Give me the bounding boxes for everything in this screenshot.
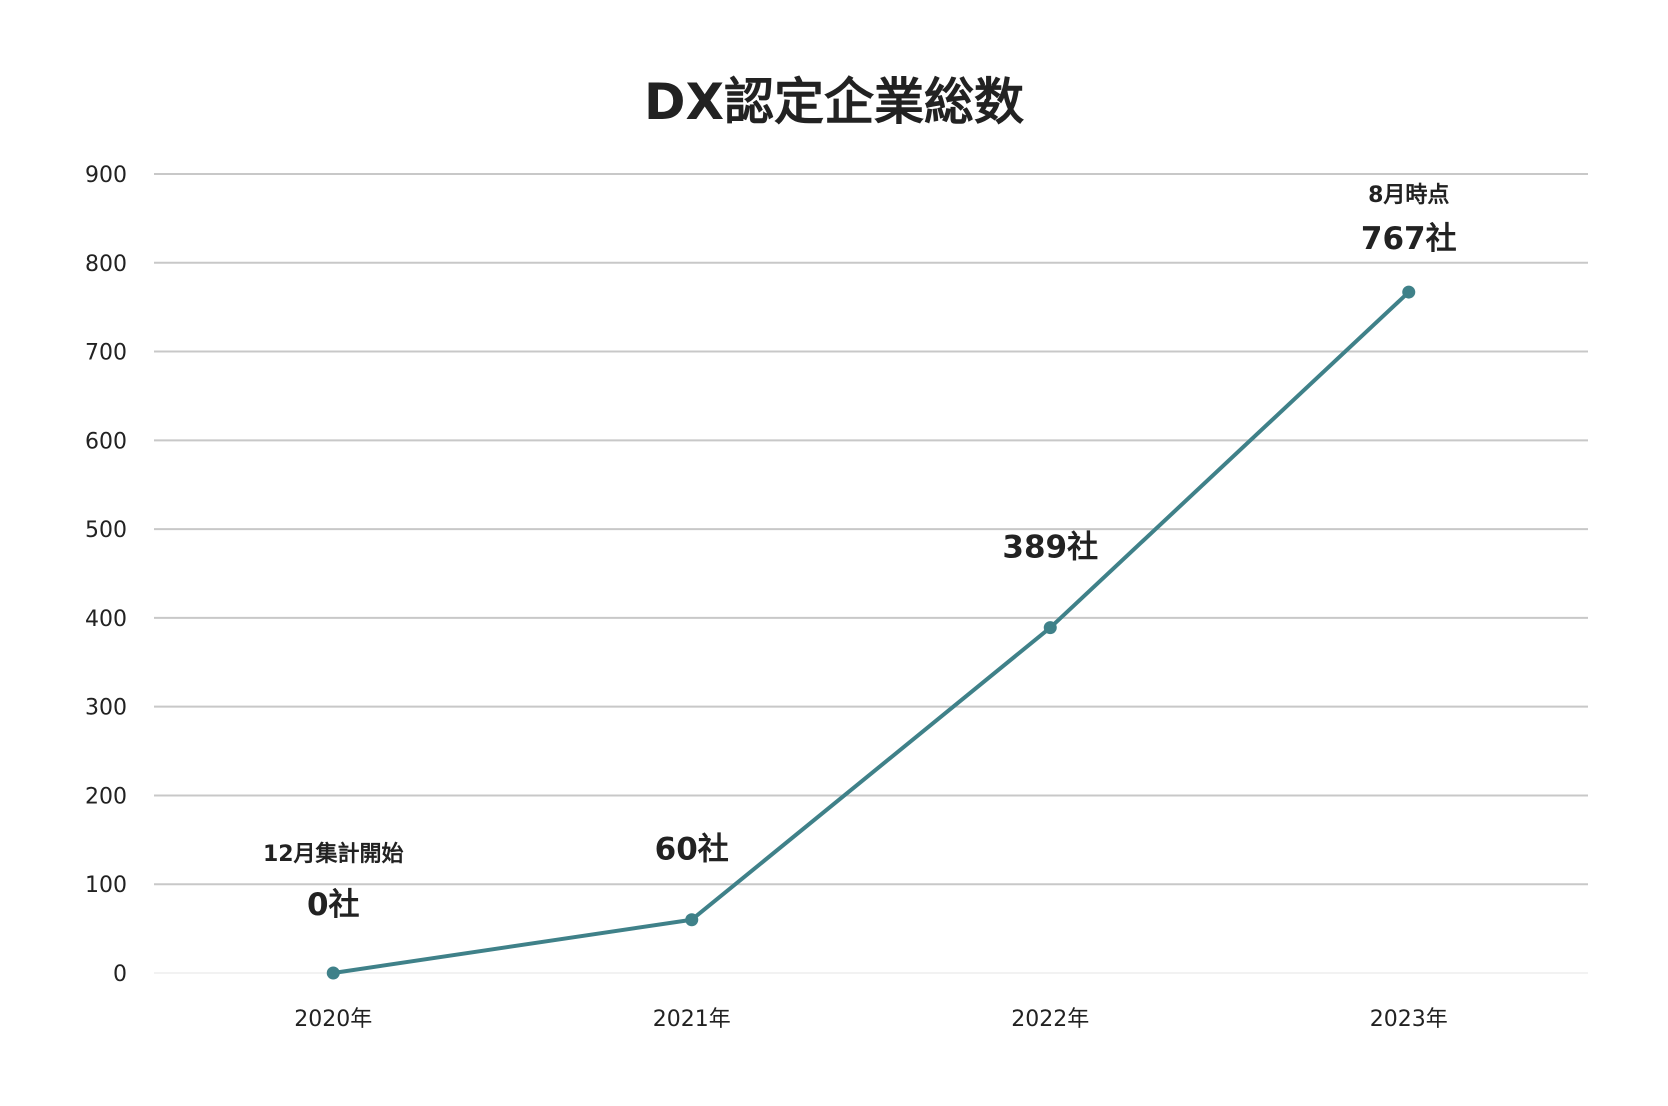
chart-title: DX認定企業総数 [643,73,1025,131]
series-line [331,290,1411,975]
data-point [1402,285,1416,299]
data-label-value: 767社 [1361,221,1457,257]
gridlines [154,173,1588,974]
y-tick-label: 700 [85,341,127,366]
data-markers [326,285,1416,980]
y-tick-label: 600 [85,429,127,454]
data-label-note: 8月時点 [1368,182,1449,208]
data-label-note: 12月集計開始 [263,841,404,867]
y-axis-ticks: 0 100 200 300 400 500 600 700 800 900 [85,163,127,987]
x-tick-label: 2021年 [653,1007,731,1032]
data-label-value: 60社 [655,832,729,868]
data-label-value: 389社 [1002,530,1098,566]
data-labels: 12月集計開始 0社 60社 389社 8月時点 767社 [263,182,1457,923]
y-tick-label: 500 [85,518,127,543]
x-tick-label: 2023年 [1370,1007,1448,1032]
y-tick-label: 0 [113,962,127,987]
data-point [326,966,340,980]
data-label-value: 0社 [307,887,360,923]
y-tick-label: 400 [85,607,127,632]
y-tick-label: 100 [85,873,127,898]
y-tick-label: 200 [85,784,127,809]
y-tick-label: 300 [85,696,127,721]
x-tick-label: 2020年 [294,1007,372,1032]
x-axis-ticks: 2020年 2021年 2022年 2023年 [294,1007,1448,1032]
data-point [685,913,699,927]
data-point [1043,621,1057,635]
y-tick-label: 900 [85,163,127,188]
y-tick-label: 800 [85,252,127,277]
x-tick-label: 2022年 [1011,1007,1089,1032]
